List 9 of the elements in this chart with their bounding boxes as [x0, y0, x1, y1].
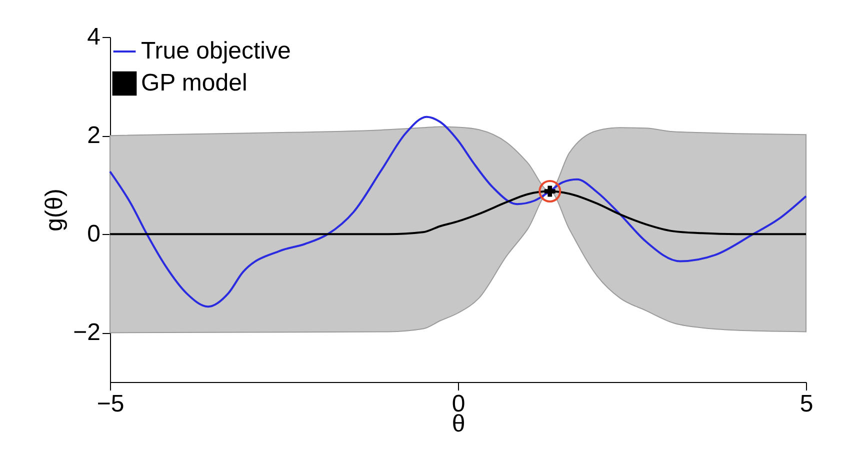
y-axis-title: g(θ)	[41, 188, 68, 232]
y-tick-label: 2	[87, 122, 100, 150]
legend-label: True objective	[141, 38, 291, 64]
y-tick-label: 0	[87, 220, 100, 248]
legend-label: GP model	[141, 70, 248, 96]
y-tick-label: −2	[73, 319, 100, 346]
x-tick-label: 5	[800, 390, 814, 418]
x-tick-label: −5	[96, 390, 124, 418]
y-tick-label: 4	[87, 24, 100, 50]
